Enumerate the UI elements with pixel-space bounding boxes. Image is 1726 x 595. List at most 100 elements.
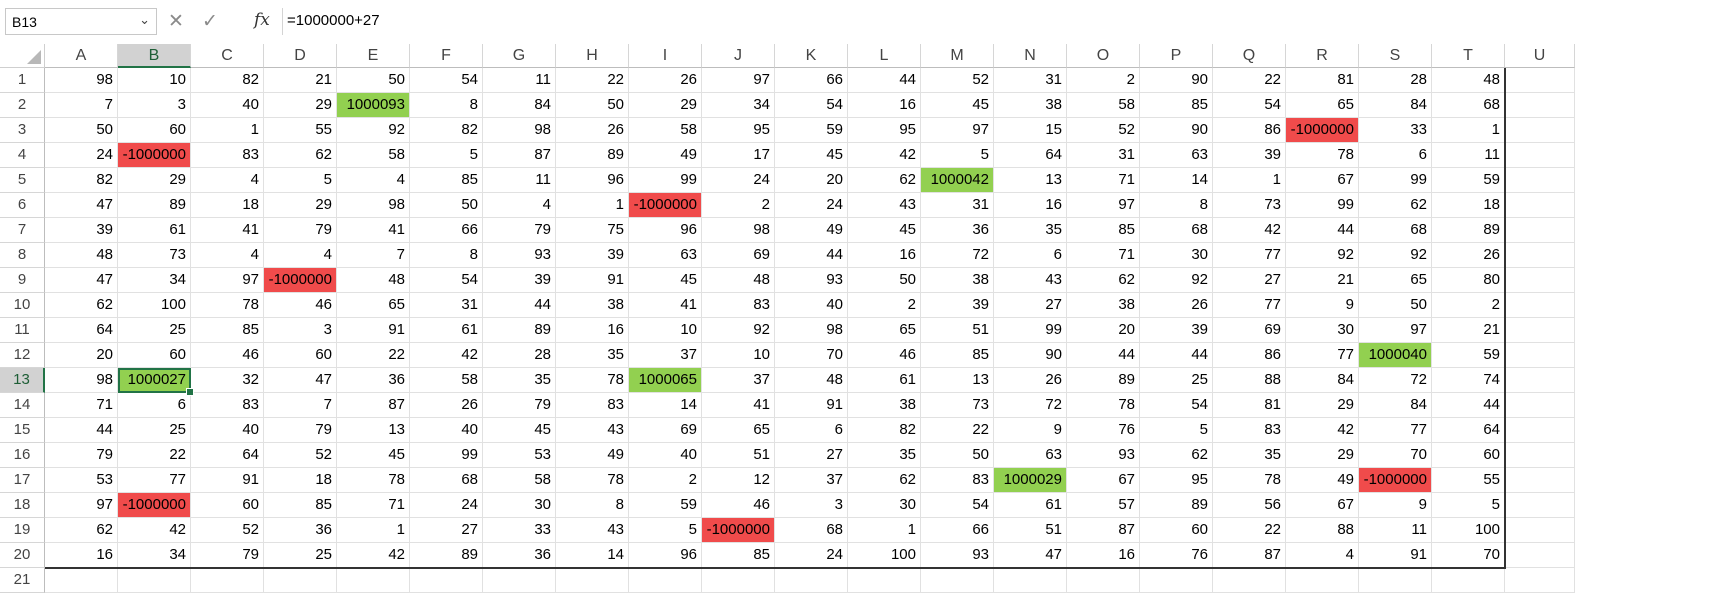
cell-b6[interactable]: 89 — [118, 193, 191, 218]
cell-s4[interactable]: 6 — [1359, 143, 1432, 168]
cell-k16[interactable]: 27 — [775, 443, 848, 468]
row-header-10[interactable]: 10 — [0, 293, 45, 318]
cell-q6[interactable]: 73 — [1213, 193, 1286, 218]
cell-i5[interactable]: 99 — [629, 168, 702, 193]
column-header-f[interactable]: F — [410, 44, 483, 68]
cell-i13[interactable]: 1000065 — [629, 368, 702, 393]
column-header-h[interactable]: H — [556, 44, 629, 68]
cell-h8[interactable]: 39 — [556, 243, 629, 268]
cell-n15[interactable]: 9 — [994, 418, 1067, 443]
cell-g2[interactable]: 84 — [483, 93, 556, 118]
cell-n13[interactable]: 26 — [994, 368, 1067, 393]
cell-o9[interactable]: 62 — [1067, 268, 1140, 293]
row-header-17[interactable]: 17 — [0, 468, 45, 493]
cell-k8[interactable]: 44 — [775, 243, 848, 268]
cell-m15[interactable]: 22 — [921, 418, 994, 443]
cell-p3[interactable]: 90 — [1140, 118, 1213, 143]
cell-m1[interactable]: 52 — [921, 68, 994, 93]
cell-k19[interactable]: 68 — [775, 518, 848, 543]
cell-k6[interactable]: 24 — [775, 193, 848, 218]
cell-d10[interactable]: 46 — [264, 293, 337, 318]
cell-i6[interactable]: -1000000 — [629, 193, 702, 218]
cell-n11[interactable]: 99 — [994, 318, 1067, 343]
cell-o8[interactable]: 71 — [1067, 243, 1140, 268]
cell-s15[interactable]: 77 — [1359, 418, 1432, 443]
cell-k18[interactable]: 3 — [775, 493, 848, 518]
cell-h13[interactable]: 78 — [556, 368, 629, 393]
cell-i14[interactable]: 14 — [629, 393, 702, 418]
cell-f11[interactable]: 61 — [410, 318, 483, 343]
cell-t8[interactable]: 26 — [1432, 243, 1505, 268]
cell-l8[interactable]: 16 — [848, 243, 921, 268]
cell-t12[interactable]: 59 — [1432, 343, 1505, 368]
row-header-9[interactable]: 9 — [0, 268, 45, 293]
cell-f8[interactable]: 8 — [410, 243, 483, 268]
cell-e17[interactable]: 78 — [337, 468, 410, 493]
cell-b2[interactable]: 3 — [118, 93, 191, 118]
cell-a1[interactable]: 98 — [45, 68, 118, 93]
spreadsheet-grid[interactable]: A B C D E F G H I J K L M N O P Q R S T U 1 2 3 4 5 6 7 8 9 10 11 12 13 14… — [0, 44, 1726, 595]
cell-f18[interactable]: 24 — [410, 493, 483, 518]
cell-g8[interactable]: 93 — [483, 243, 556, 268]
cell-k10[interactable]: 40 — [775, 293, 848, 318]
cell-q7[interactable]: 42 — [1213, 218, 1286, 243]
cell-d21[interactable] — [264, 568, 337, 593]
cell-m16[interactable]: 50 — [921, 443, 994, 468]
cell-g6[interactable]: 4 — [483, 193, 556, 218]
cell-l9[interactable]: 50 — [848, 268, 921, 293]
selected-cell[interactable]: 1000027 — [118, 368, 191, 393]
cell-b7[interactable]: 61 — [118, 218, 191, 243]
cell-l11[interactable]: 65 — [848, 318, 921, 343]
cell-r6[interactable]: 99 — [1286, 193, 1359, 218]
cell-p4[interactable]: 63 — [1140, 143, 1213, 168]
cell-f19[interactable]: 27 — [410, 518, 483, 543]
cell-h19[interactable]: 43 — [556, 518, 629, 543]
cell-m19[interactable]: 66 — [921, 518, 994, 543]
cell-d9[interactable]: -1000000 — [264, 268, 337, 293]
cell-p2[interactable]: 85 — [1140, 93, 1213, 118]
cell-i19[interactable]: 5 — [629, 518, 702, 543]
cell-c19[interactable]: 52 — [191, 518, 264, 543]
cell-c9[interactable]: 97 — [191, 268, 264, 293]
cell-d1[interactable]: 21 — [264, 68, 337, 93]
cell-b16[interactable]: 22 — [118, 443, 191, 468]
cell-d19[interactable]: 36 — [264, 518, 337, 543]
cell-c6[interactable]: 18 — [191, 193, 264, 218]
cell-t11[interactable]: 21 — [1432, 318, 1505, 343]
row-header-6[interactable]: 6 — [0, 193, 45, 218]
cell-l20[interactable]: 100 — [848, 543, 921, 568]
row-header-5[interactable]: 5 — [0, 168, 45, 193]
row-header-19[interactable]: 19 — [0, 518, 45, 543]
cell-p14[interactable]: 54 — [1140, 393, 1213, 418]
cell-f5[interactable]: 85 — [410, 168, 483, 193]
cell-o15[interactable]: 76 — [1067, 418, 1140, 443]
cell-p7[interactable]: 68 — [1140, 218, 1213, 243]
cell-e16[interactable]: 45 — [337, 443, 410, 468]
cell-k5[interactable]: 20 — [775, 168, 848, 193]
cell-f12[interactable]: 42 — [410, 343, 483, 368]
cell-i10[interactable]: 41 — [629, 293, 702, 318]
cell-f3[interactable]: 82 — [410, 118, 483, 143]
cell-r13[interactable]: 84 — [1286, 368, 1359, 393]
cell-j3[interactable]: 95 — [702, 118, 775, 143]
cell-i3[interactable]: 58 — [629, 118, 702, 143]
cell-j18[interactable]: 46 — [702, 493, 775, 518]
column-header-p[interactable]: P — [1140, 44, 1213, 68]
cell-l18[interactable]: 30 — [848, 493, 921, 518]
cell-u16[interactable] — [1505, 443, 1575, 468]
cell-j15[interactable]: 65 — [702, 418, 775, 443]
cell-u18[interactable] — [1505, 493, 1575, 518]
cell-q4[interactable]: 39 — [1213, 143, 1286, 168]
cell-i9[interactable]: 45 — [629, 268, 702, 293]
cell-o6[interactable]: 97 — [1067, 193, 1140, 218]
cell-g15[interactable]: 45 — [483, 418, 556, 443]
cell-g9[interactable]: 39 — [483, 268, 556, 293]
cell-g1[interactable]: 11 — [483, 68, 556, 93]
cell-i17[interactable]: 2 — [629, 468, 702, 493]
cell-r12[interactable]: 77 — [1286, 343, 1359, 368]
cell-t20[interactable]: 70 — [1432, 543, 1505, 568]
cell-d13[interactable]: 47 — [264, 368, 337, 393]
cell-e19[interactable]: 1 — [337, 518, 410, 543]
cell-f6[interactable]: 50 — [410, 193, 483, 218]
cell-s8[interactable]: 92 — [1359, 243, 1432, 268]
